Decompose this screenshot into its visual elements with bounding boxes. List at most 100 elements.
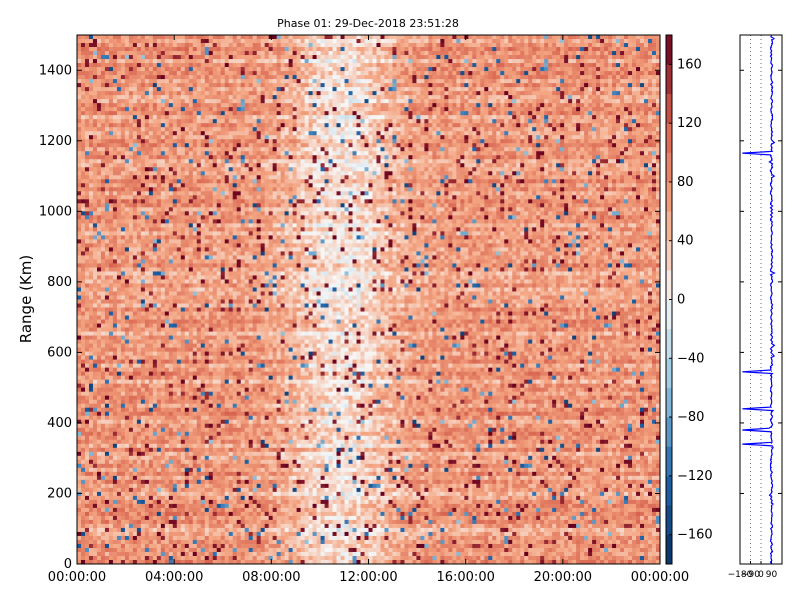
heatmap-cell	[160, 75, 166, 80]
heatmap-cell	[140, 475, 146, 481]
heatmap-cell	[144, 79, 150, 84]
heatmap-cell	[224, 47, 230, 52]
heatmap-cell	[224, 339, 230, 344]
heatmap-cell	[84, 307, 90, 312]
heatmap-cell	[120, 411, 126, 417]
heatmap-cell	[120, 419, 126, 425]
heatmap-cell	[80, 55, 86, 60]
heatmap-cell	[204, 379, 210, 385]
heatmap-cell	[160, 347, 166, 352]
heatmap-cell	[100, 495, 106, 501]
heatmap-cell	[128, 171, 134, 176]
heatmap-cell	[204, 375, 210, 381]
heatmap-cell	[80, 143, 86, 148]
heatmap-cell	[208, 191, 214, 196]
heatmap-cell	[88, 227, 94, 232]
heatmap-cell	[192, 523, 198, 529]
heatmap-cell	[140, 67, 146, 72]
heatmap-cell	[192, 175, 198, 180]
heatmap-cell	[220, 207, 226, 212]
heatmap-cell	[92, 267, 98, 272]
heatmap-cell	[192, 491, 198, 497]
heatmap-cell	[120, 239, 126, 244]
heatmap-cell	[172, 159, 178, 164]
heatmap-cell	[108, 267, 114, 272]
heatmap-cell	[104, 355, 110, 361]
heatmap-cell	[96, 359, 102, 365]
heatmap-cell	[204, 435, 210, 441]
heatmap-cell	[136, 159, 142, 164]
heatmap-cell	[80, 167, 86, 172]
heatmap-cell	[208, 431, 214, 437]
heatmap-cell	[156, 107, 162, 112]
heatmap-cell	[208, 159, 214, 164]
heatmap-cell	[172, 359, 178, 365]
heatmap-cell	[100, 443, 106, 449]
heatmap-cell	[180, 203, 186, 208]
heatmap-cell	[224, 115, 230, 120]
heatmap-cell	[212, 219, 218, 224]
heatmap-cell	[116, 335, 122, 340]
heatmap-cell	[164, 135, 170, 140]
heatmap-cell	[80, 187, 86, 192]
heatmap-cell	[148, 75, 154, 80]
heatmap-cell	[124, 55, 130, 60]
heatmap-cell	[164, 71, 170, 76]
heatmap-cell	[77, 187, 82, 192]
heatmap-cell	[168, 179, 174, 184]
heatmap-cell	[96, 315, 102, 320]
heatmap-cell	[220, 63, 226, 68]
heatmap-cell	[112, 279, 118, 284]
heatmap-cell	[188, 327, 194, 332]
heatmap-cell	[148, 343, 154, 348]
heatmap-cell	[132, 543, 138, 549]
heatmap-cell	[132, 231, 138, 236]
heatmap-cell	[172, 219, 178, 224]
heatmap-cell	[220, 43, 226, 48]
heatmap-cell	[84, 323, 90, 328]
heatmap-cell	[144, 339, 150, 344]
heatmap-cell	[188, 427, 194, 433]
heatmap-cell	[168, 299, 174, 304]
heatmap-cell	[200, 239, 206, 244]
heatmap-cell	[184, 207, 190, 212]
heatmap-cell	[152, 523, 158, 529]
heatmap-cell	[144, 535, 150, 541]
heatmap-cell	[172, 375, 178, 381]
heatmap-cell	[100, 363, 106, 369]
heatmap-cell	[112, 491, 118, 497]
heatmap-cell	[172, 483, 178, 489]
heatmap-cell	[160, 403, 166, 409]
heatmap-cell	[132, 47, 138, 52]
heatmap-cell	[172, 123, 178, 128]
heatmap-cell	[132, 463, 138, 469]
heatmap-cell	[84, 67, 90, 72]
heatmap-cell	[216, 459, 222, 465]
heatmap-cell	[208, 523, 214, 529]
heatmap-cell	[200, 423, 206, 429]
heatmap-cell	[204, 107, 210, 112]
heatmap-cell	[112, 363, 118, 369]
heatmap-cell	[80, 511, 86, 517]
heatmap-cell	[144, 175, 150, 180]
heatmap-cell	[88, 143, 94, 148]
heatmap-cell	[188, 443, 194, 449]
heatmap-cell	[216, 487, 222, 493]
heatmap-cell	[84, 547, 90, 553]
heatmap-cell	[172, 291, 178, 296]
heatmap-cell	[184, 87, 190, 92]
heatmap-cell	[124, 147, 130, 152]
heatmap-cell	[88, 471, 94, 477]
heatmap-cell	[112, 375, 118, 381]
heatmap-cell	[140, 127, 146, 132]
heatmap-cell	[124, 307, 130, 312]
heatmap-cell	[116, 359, 122, 365]
heatmap-cell	[132, 219, 138, 224]
heatmap-cell	[184, 343, 190, 348]
heatmap-cell	[168, 371, 174, 377]
heatmap-cell	[112, 487, 118, 493]
heatmap-cell	[112, 215, 118, 220]
heatmap-cell	[176, 207, 182, 212]
heatmap-cell	[116, 459, 122, 465]
heatmap-cell	[148, 395, 154, 401]
